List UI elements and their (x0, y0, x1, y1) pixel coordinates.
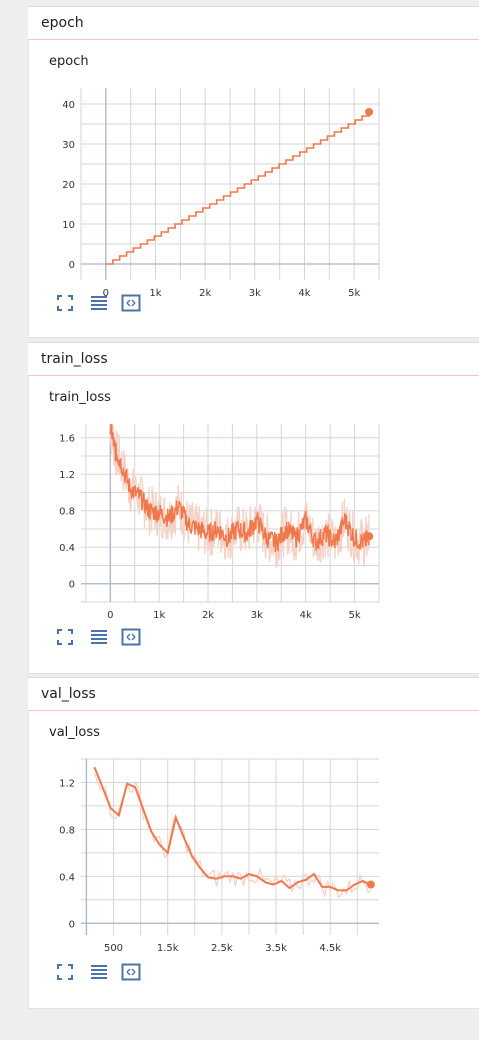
x-tick-label: 0 (103, 288, 109, 299)
y-tick-label: 40 (62, 100, 75, 111)
panel-header-epoch[interactable]: epoch (28, 6, 479, 40)
x-tick-label: 2.5k (211, 943, 233, 954)
series-end-point (366, 880, 375, 889)
x-tick-label: 2k (202, 610, 214, 621)
x-tick-label: 4k (298, 288, 310, 299)
y-tick-label: 0.4 (59, 872, 75, 883)
fullscreen-icon[interactable] (55, 962, 75, 982)
x-tick-label: 4k (300, 610, 312, 621)
x-tick-label: 1k (153, 610, 165, 621)
fit-domain-icon[interactable] (121, 962, 141, 982)
x-tick-label: 4.5k (319, 943, 341, 954)
y-tick-label: 1.6 (59, 434, 75, 445)
y-tick-label: 30 (62, 140, 75, 151)
chart-title: val_loss (49, 725, 100, 740)
fit-domain-icon[interactable] (121, 627, 141, 647)
x-tick-label: 1.5k (157, 943, 179, 954)
y-tick-label: 1.2 (59, 778, 75, 789)
y-tick-label: 10 (62, 220, 75, 231)
series-line (105, 112, 370, 265)
chart-grid (81, 424, 380, 603)
fit-domain-icon[interactable] (121, 293, 141, 313)
y-tick-label: 0.4 (59, 543, 75, 554)
series-raw-line (109, 424, 370, 568)
y-tick-label: 1.2 (59, 470, 75, 481)
series-line (109, 424, 370, 553)
fullscreen-icon[interactable] (55, 293, 75, 313)
y-tick-label: 0 (69, 919, 75, 930)
list-icon[interactable] (89, 627, 109, 647)
y-tick-label: 20 (62, 180, 75, 191)
val-loss-chart[interactable]: 500 1.5k 2.5k 3.5k 4.5k 0 0.4 0.8 1.2 (29, 711, 479, 1009)
train-loss-chart[interactable]: 0 1k 2k 3k 4k 5k 0 0.4 0.8 1.2 1.6 (29, 376, 479, 674)
panel-header-label: train_loss (41, 351, 108, 367)
x-tick-label: 5k (348, 610, 360, 621)
epoch-chart[interactable]: 0 1k 2k 3k 4k 5k 0 10 20 30 40 (29, 40, 479, 338)
x-tick-label: 1k (149, 288, 161, 299)
y-tick-label: 0.8 (59, 825, 75, 836)
panel-header-label: val_loss (41, 686, 96, 702)
y-tick-label: 0.8 (59, 507, 75, 518)
chart-card-val-loss: val_loss 500 1.5k 2.5k 3.5k 4.5k 0 0.4 0.8 1.2 (28, 711, 479, 1009)
chart-grid (80, 88, 380, 280)
fullscreen-icon[interactable] (55, 627, 75, 647)
x-tick-label: 3k (251, 610, 263, 621)
x-tick-label: 5k (348, 288, 360, 299)
chart-card-train-loss: train_loss 0 1k 2k 3k 4k 5k 0 0.4 0.8 1.2 1.6 (28, 376, 479, 674)
y-tick-label: 0 (69, 260, 75, 271)
y-tick-label: 0 (69, 580, 75, 591)
chart-title: epoch (49, 54, 89, 69)
series-end-point (365, 532, 374, 541)
chart-card-epoch: epoch 0 1k 2k 3k 4k 5k 0 10 20 30 40 (28, 40, 479, 338)
x-tick-label: 3.5k (265, 943, 287, 954)
panel-header-val-loss[interactable]: val_loss (28, 677, 479, 711)
x-tick-label: 3k (249, 288, 261, 299)
x-tick-label: 500 (104, 943, 123, 954)
panel-header-train-loss[interactable]: train_loss (28, 342, 479, 376)
series-end-point (365, 108, 374, 116)
list-icon[interactable] (89, 962, 109, 982)
chart-title: train_loss (49, 390, 111, 405)
x-tick-label: 0 (107, 610, 113, 621)
list-icon[interactable] (89, 293, 109, 313)
panel-header-label: epoch (41, 15, 84, 31)
series-line (93, 766, 372, 892)
x-tick-label: 2k (199, 288, 211, 299)
